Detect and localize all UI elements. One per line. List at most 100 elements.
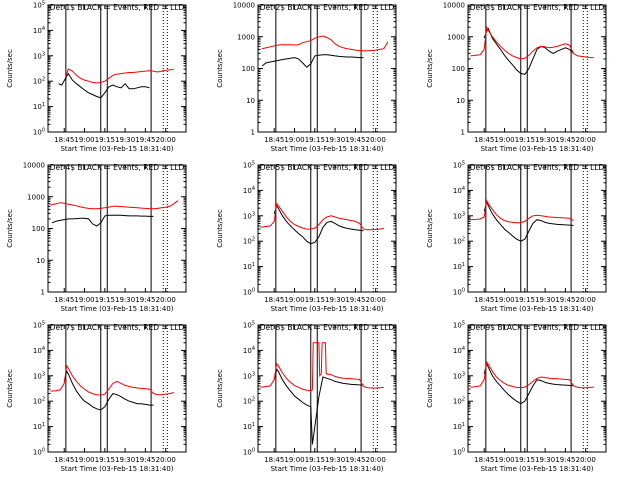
events-series-line [483, 362, 574, 405]
y-tick-label: 105 [243, 161, 255, 170]
y-tick-label: 10000 [233, 2, 255, 10]
x-tick-label: 19:30 [325, 136, 345, 144]
y-tick-label: 102 [33, 397, 45, 406]
y-tick-label: 100 [453, 448, 465, 457]
plot-frame [257, 164, 397, 293]
y-tick-label: 102 [33, 77, 45, 86]
x-tick-label: 19:30 [115, 296, 135, 304]
y-tick-label: 104 [453, 346, 465, 355]
y-tick-label: 100 [32, 225, 45, 233]
chart-title: Det 9$ BLACK = Events, RED = LLD [470, 323, 605, 332]
y-tick-label: 1000 [27, 193, 45, 201]
x-tick-label: 20:00 [156, 136, 176, 144]
y-axis-label: Counts/sec [216, 369, 224, 408]
x-tick-label: 20:00 [156, 456, 176, 464]
events-series-line [261, 54, 364, 68]
x-tick-label: 20:00 [366, 456, 386, 464]
y-tick-label: 103 [33, 51, 45, 60]
x-tick-label: 19:00 [74, 296, 94, 304]
y-tick-label: 100 [33, 448, 45, 457]
x-axis-label: Start Time (03-Feb-15 18:31:40) [270, 465, 383, 473]
y-axis-label: Counts/sec [6, 209, 14, 248]
chart-title: Det 2$ BLACK = Events, RED = LLD [260, 3, 395, 12]
events-series-line [58, 72, 150, 99]
x-tick-label: 19:00 [494, 296, 514, 304]
x-tick-label: 19:30 [115, 136, 135, 144]
x-axis-label: Start Time (03-Feb-15 18:31:40) [60, 145, 173, 153]
y-tick-label: 103 [453, 211, 465, 220]
x-tick-label: 19:15 [95, 456, 115, 464]
events-series-line [483, 200, 574, 242]
lld-series-line [261, 35, 389, 52]
y-tick-label: 10 [456, 97, 465, 105]
x-tick-label: 18:45 [474, 456, 494, 464]
x-axis-label: Start Time (03-Feb-15 18:31:40) [480, 465, 593, 473]
x-tick-label: 19:30 [535, 296, 555, 304]
y-tick-label: 1 [461, 129, 465, 137]
x-tick-label: 19:30 [115, 456, 135, 464]
lld-series-line [470, 360, 594, 389]
chart-title: Det 4$ BLACK = Events, RED = LLD [50, 163, 185, 172]
chart-det-7: Det 7$ BLACK = Events, RED = LLD 18:45 19:… [6, 321, 187, 473]
x-tick-label: 20:00 [156, 296, 176, 304]
y-tick-label: 102 [243, 397, 255, 406]
x-tick-label: 19:30 [535, 136, 555, 144]
y-tick-label: 100 [453, 288, 465, 297]
events-series-line [63, 370, 154, 411]
events-series-line [273, 368, 364, 445]
x-tick-label: 18:45 [54, 136, 74, 144]
x-tick-label: 18:45 [264, 296, 284, 304]
x-tick-label: 19:00 [284, 296, 304, 304]
x-tick-label: 19:00 [284, 456, 304, 464]
x-tick-label: 18:45 [474, 136, 494, 144]
x-tick-label: 18:45 [54, 296, 74, 304]
y-axis-label: Counts/sec [216, 49, 224, 88]
x-tick-label: 19:00 [74, 136, 94, 144]
x-tick-label: 19:15 [305, 136, 325, 144]
y-tick-label: 1 [41, 289, 45, 297]
y-tick-label: 101 [453, 262, 465, 271]
x-tick-label: 19:45 [345, 296, 365, 304]
y-tick-label: 1000 [447, 33, 465, 41]
x-tick-label: 19:00 [494, 136, 514, 144]
lld-series-line [470, 25, 594, 60]
y-tick-label: 104 [33, 26, 45, 35]
y-tick-label: 101 [453, 422, 465, 431]
x-tick-label: 19:45 [555, 136, 575, 144]
y-tick-label: 100 [243, 288, 255, 297]
chart-title: Det 3$ BLACK = Events, RED = LLD [470, 3, 605, 12]
x-tick-label: 20:00 [366, 136, 386, 144]
y-tick-label: 100 [242, 65, 255, 73]
y-tick-label: 103 [243, 211, 255, 220]
y-tick-label: 104 [453, 186, 465, 195]
x-tick-label: 18:45 [264, 136, 284, 144]
plot-frame [257, 324, 397, 453]
plot-frame [47, 324, 187, 453]
y-tick-label: 102 [453, 237, 465, 246]
x-tick-label: 19:30 [325, 456, 345, 464]
y-axis-label: Counts/sec [426, 209, 434, 248]
x-tick-label: 19:30 [325, 296, 345, 304]
y-tick-label: 100 [243, 448, 255, 457]
y-axis-label: Counts/sec [426, 49, 434, 88]
y-tick-label: 104 [33, 346, 45, 355]
x-tick-label: 20:00 [576, 296, 596, 304]
y-tick-label: 101 [243, 262, 255, 271]
x-tick-label: 20:00 [576, 456, 596, 464]
y-axis-label: Counts/sec [6, 49, 14, 88]
y-axis-label: Counts/sec [426, 369, 434, 408]
x-axis-label: Start Time (03-Feb-15 18:31:40) [480, 145, 593, 153]
x-tick-label: 19:15 [515, 456, 535, 464]
x-tick-label: 19:15 [95, 296, 115, 304]
x-tick-label: 19:00 [494, 456, 514, 464]
x-tick-label: 19:45 [555, 296, 575, 304]
lld-series-line [65, 68, 174, 84]
chart-title: Det 1$ BLACK = Events, RED = LLD [50, 3, 185, 12]
x-tick-label: 18:45 [54, 456, 74, 464]
y-tick-label: 1000 [237, 33, 255, 41]
chart-title: Det 7$ BLACK = Events, RED = LLD [50, 323, 185, 332]
y-tick-label: 105 [33, 1, 45, 10]
plot-frame [47, 164, 187, 293]
